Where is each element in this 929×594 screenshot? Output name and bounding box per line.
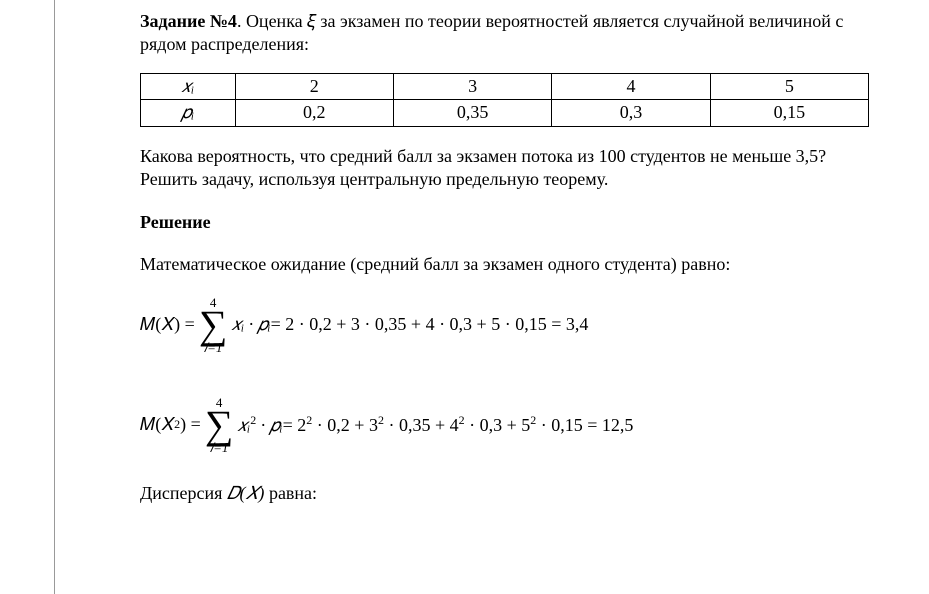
- table-row: 𝑝ᵢ 0,2 0,35 0,3 0,15: [141, 100, 869, 126]
- expectation-intro: Математическое ожидание (средний балл за…: [140, 253, 869, 276]
- task-statement: Задание №4. Оценка 𝜉 за экзамен по теори…: [140, 10, 869, 57]
- sum-term: 𝑥ᵢ2 · 𝑝ᵢ: [237, 413, 282, 437]
- table-cell: 3: [393, 73, 551, 99]
- formula-expectation: 𝑀(𝑋) = 4 ∑ 𝑖=1 𝑥ᵢ · 𝑝ᵢ = 2 · 0,2 + 3 · 0…: [140, 296, 869, 354]
- formula-rhs: = 2 · 0,2 + 3 · 0,35 + 4 · 0,3 + 5 · 0,1…: [271, 313, 589, 336]
- table-row: 𝑥ᵢ 2 3 4 5: [141, 73, 869, 99]
- page-left-margin: [0, 0, 55, 594]
- sigma-icon: ∑: [205, 407, 234, 443]
- sum-lower-limit: 𝑖=1: [204, 341, 223, 354]
- solution-heading: Решение: [140, 211, 869, 234]
- table-cell: 4: [552, 73, 710, 99]
- document-page: Задание №4. Оценка 𝜉 за экзамен по теори…: [0, 0, 929, 516]
- task-question: Какова вероятность, что средний балл за …: [140, 145, 869, 192]
- sigma-icon: ∑: [199, 307, 228, 343]
- table-header-x: 𝑥ᵢ: [141, 73, 236, 99]
- sum-term: 𝑥ᵢ · 𝑝ᵢ: [231, 313, 270, 336]
- formula-rhs: = 22 · 0,2 + 32 · 0,35 + 42 · 0,3 + 52 ·…: [283, 413, 634, 437]
- formula-lhs: 𝑀(𝑋) =: [140, 313, 195, 336]
- formula-lhs-b: ) =: [180, 413, 201, 436]
- sum-lower-limit: 𝑖=1: [210, 441, 229, 454]
- table-cell: 0,35: [393, 100, 551, 126]
- table-cell: 0,3: [552, 100, 710, 126]
- table-cell: 5: [710, 73, 868, 99]
- formula-second-moment: 𝑀(𝑋2) = 4 ∑ 𝑖=1 𝑥ᵢ2 · 𝑝ᵢ = 22 · 0,2 + 32…: [140, 396, 869, 454]
- sigma-notation: 4 ∑ 𝑖=1: [199, 296, 228, 354]
- task-text: . Оценка 𝜉 за экзамен по теории вероятно…: [140, 11, 843, 54]
- formula-lhs-a: 𝑀(𝑋: [140, 413, 174, 436]
- dispersion-intro: Дисперсия 𝐷(𝑋) равна:: [140, 482, 869, 505]
- table-cell: 0,2: [235, 100, 393, 126]
- table-cell: 0,15: [710, 100, 868, 126]
- table-cell: 2: [235, 73, 393, 99]
- sigma-notation: 4 ∑ 𝑖=1: [205, 396, 234, 454]
- task-label: Задание №4: [140, 11, 237, 31]
- table-header-p: 𝑝ᵢ: [141, 100, 236, 126]
- distribution-table: 𝑥ᵢ 2 3 4 5 𝑝ᵢ 0,2 0,35 0,3 0,15: [140, 73, 869, 127]
